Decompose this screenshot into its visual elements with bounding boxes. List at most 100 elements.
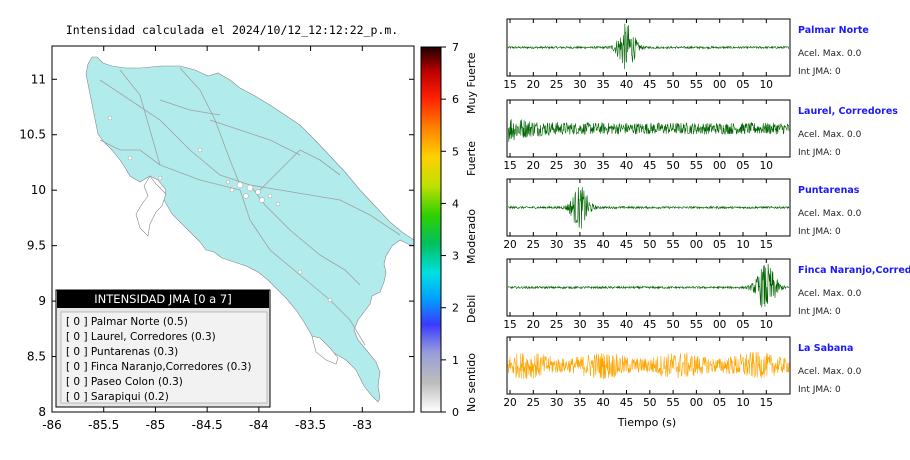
map-axes: -86 -85.5 -85 -84.5 -84 -83.5 -83 8 8.5 9 9.5 10 10.…	[19, 46, 414, 432]
station-max-accel: Acel. Max. 0.0	[798, 130, 862, 140]
time-tick-label: 20	[527, 319, 540, 331]
time-tick-label: 30	[573, 160, 586, 172]
time-tick-label: 40	[597, 397, 610, 409]
y-tick-label: 10.5	[19, 128, 46, 142]
x-tick-label: -83.5	[295, 418, 326, 432]
time-tick-label: 10	[736, 397, 749, 409]
waveform-panels: 15 20 25 30 35 40 45 50 55 00 05 10 Palmar Norte Acel…	[503, 18, 910, 409]
time-tick-label: 35	[597, 319, 610, 331]
time-tick-label: 30	[550, 397, 563, 409]
legend-item: [ 0 ] Paseo Colon (0.3)	[66, 376, 183, 388]
legend-item: [ 0 ] Sarapiqui (0.2)	[66, 391, 169, 403]
waveform-panel: 15 20 25 30 35 40 45 50 55 00 05 10 Finca Naranjo,Co…	[503, 258, 910, 331]
station-max-accel: Acel. Max. 0.0	[798, 209, 862, 219]
legend-inner	[60, 311, 268, 404]
road-network	[99, 67, 401, 346]
time-tick-label: 25	[550, 319, 563, 331]
time-tick-label: 20	[527, 160, 540, 172]
y-tick-label: 10	[31, 183, 46, 197]
time-tick-label: 25	[550, 160, 563, 172]
time-tick-label: 35	[597, 160, 610, 172]
colorbar-tick-label: 5	[452, 145, 459, 158]
x-tick-label: -83	[352, 418, 372, 432]
colorbar-tick-label: 3	[452, 250, 459, 263]
time-tick-label: 50	[643, 397, 656, 409]
time-tick-label: 05	[713, 397, 726, 409]
time-tick-label: 10	[736, 239, 749, 251]
waveform-trace	[507, 119, 790, 142]
colorbar	[420, 46, 442, 413]
station-name: Laurel, Corredores	[798, 106, 898, 117]
time-tick-label: 00	[713, 79, 726, 91]
station-max-accel: Acel. Max. 0.0	[798, 289, 862, 299]
station-jma-intensity: Int JMA: 0	[798, 67, 841, 77]
y-tick-label: 11	[31, 72, 46, 86]
colorbar-tick-label: 7	[452, 41, 459, 54]
x-axis-label: Tiempo (s)	[617, 416, 676, 429]
time-tick-label: 30	[573, 319, 586, 331]
y-tick-label: 9.5	[27, 239, 46, 253]
time-tick-label: 15	[503, 319, 516, 331]
colorbar-tick-label: 6	[452, 93, 459, 106]
colorbar-labels: No sentido Debil Moderado Fuerte Muy Fue…	[465, 52, 478, 412]
time-tick-label: 00	[713, 319, 726, 331]
time-tick-label: 20	[503, 397, 516, 409]
panel-frame	[506, 336, 791, 395]
station-max-accel: Acel. Max. 0.0	[798, 49, 862, 59]
colorbar-label: Fuerte	[465, 141, 478, 176]
x-tick-label: -84	[249, 418, 269, 432]
colorbar-label: No sentido	[465, 353, 478, 412]
colorbar-ticks: 0 1 2 3 4 5 6 7	[441, 41, 459, 419]
time-tick-label: 35	[597, 79, 610, 91]
time-tick-label: 40	[597, 239, 610, 251]
colorbar-tick-label: 1	[452, 354, 459, 367]
legend-item: [ 0 ] Palmar Norte (0.5)	[66, 316, 188, 328]
urban-cluster	[107, 115, 333, 303]
time-tick-label: 30	[573, 79, 586, 91]
time-tick-label: 40	[620, 79, 633, 91]
legend-item: [ 0 ] Laurel, Corredores (0.3)	[66, 331, 216, 343]
time-tick-label: 25	[550, 79, 563, 91]
time-tick-label: 55	[666, 397, 679, 409]
time-tick-label: 50	[666, 160, 679, 172]
colorbar-label: Moderado	[465, 209, 478, 264]
time-tick-label: 35	[573, 397, 586, 409]
time-tick-label: 50	[643, 239, 656, 251]
legend-item: [ 0 ] Puntarenas (0.3)	[66, 346, 178, 358]
waveform-panel: 15 20 25 30 35 40 45 50 55 00 05 10 Palmar Norte Acel…	[503, 18, 869, 91]
time-tick-label: 50	[666, 79, 679, 91]
station-name: Puntarenas	[798, 185, 860, 196]
y-tick-label: 8	[38, 405, 46, 419]
x-tick-label: -86	[42, 418, 62, 432]
station-max-accel: Acel. Max. 0.0	[798, 367, 862, 377]
x-tick-label: -85.5	[88, 418, 119, 432]
time-tick-label: 15	[503, 79, 516, 91]
time-tick-label: 10	[760, 160, 773, 172]
colorbar-label: Muy Fuerte	[465, 52, 478, 114]
waveform-trace	[507, 23, 790, 70]
time-tick-label: 50	[666, 319, 679, 331]
land-mass	[85, 56, 415, 403]
station-name: Finca Naranjo,Corredores	[798, 265, 910, 276]
waveform-trace	[507, 187, 790, 229]
x-tick-label: -85	[146, 418, 166, 432]
time-tick-label: 40	[620, 319, 633, 331]
waveform-panel: 20 25 30 35 40 45 50 55 00 05 10 15 Puntarenas Acel. …	[503, 178, 862, 251]
colorbar-tick-label: 0	[452, 406, 459, 419]
time-tick-label: 45	[643, 79, 656, 91]
time-tick-label: 55	[690, 319, 703, 331]
time-tick-label: 15	[503, 160, 516, 172]
legend-title: INTENSIDAD JMA [0 a 7]	[94, 292, 231, 306]
time-tick-label: 00	[690, 239, 703, 251]
station-jma-intensity: Int JMA: 0	[798, 385, 841, 395]
station-jma-intensity: Int JMA: 0	[798, 307, 841, 317]
time-tick-label: 40	[620, 160, 633, 172]
legend-header	[57, 290, 269, 308]
time-tick-label: 15	[760, 239, 773, 251]
station-name: La Sabana	[798, 343, 853, 354]
legend-item: [ 0 ] Finca Naranjo,Corredores (0.3)	[66, 361, 251, 373]
time-tick-label: 55	[690, 79, 703, 91]
station-name: Palmar Norte	[798, 25, 869, 36]
time-tick-label: 15	[760, 397, 773, 409]
